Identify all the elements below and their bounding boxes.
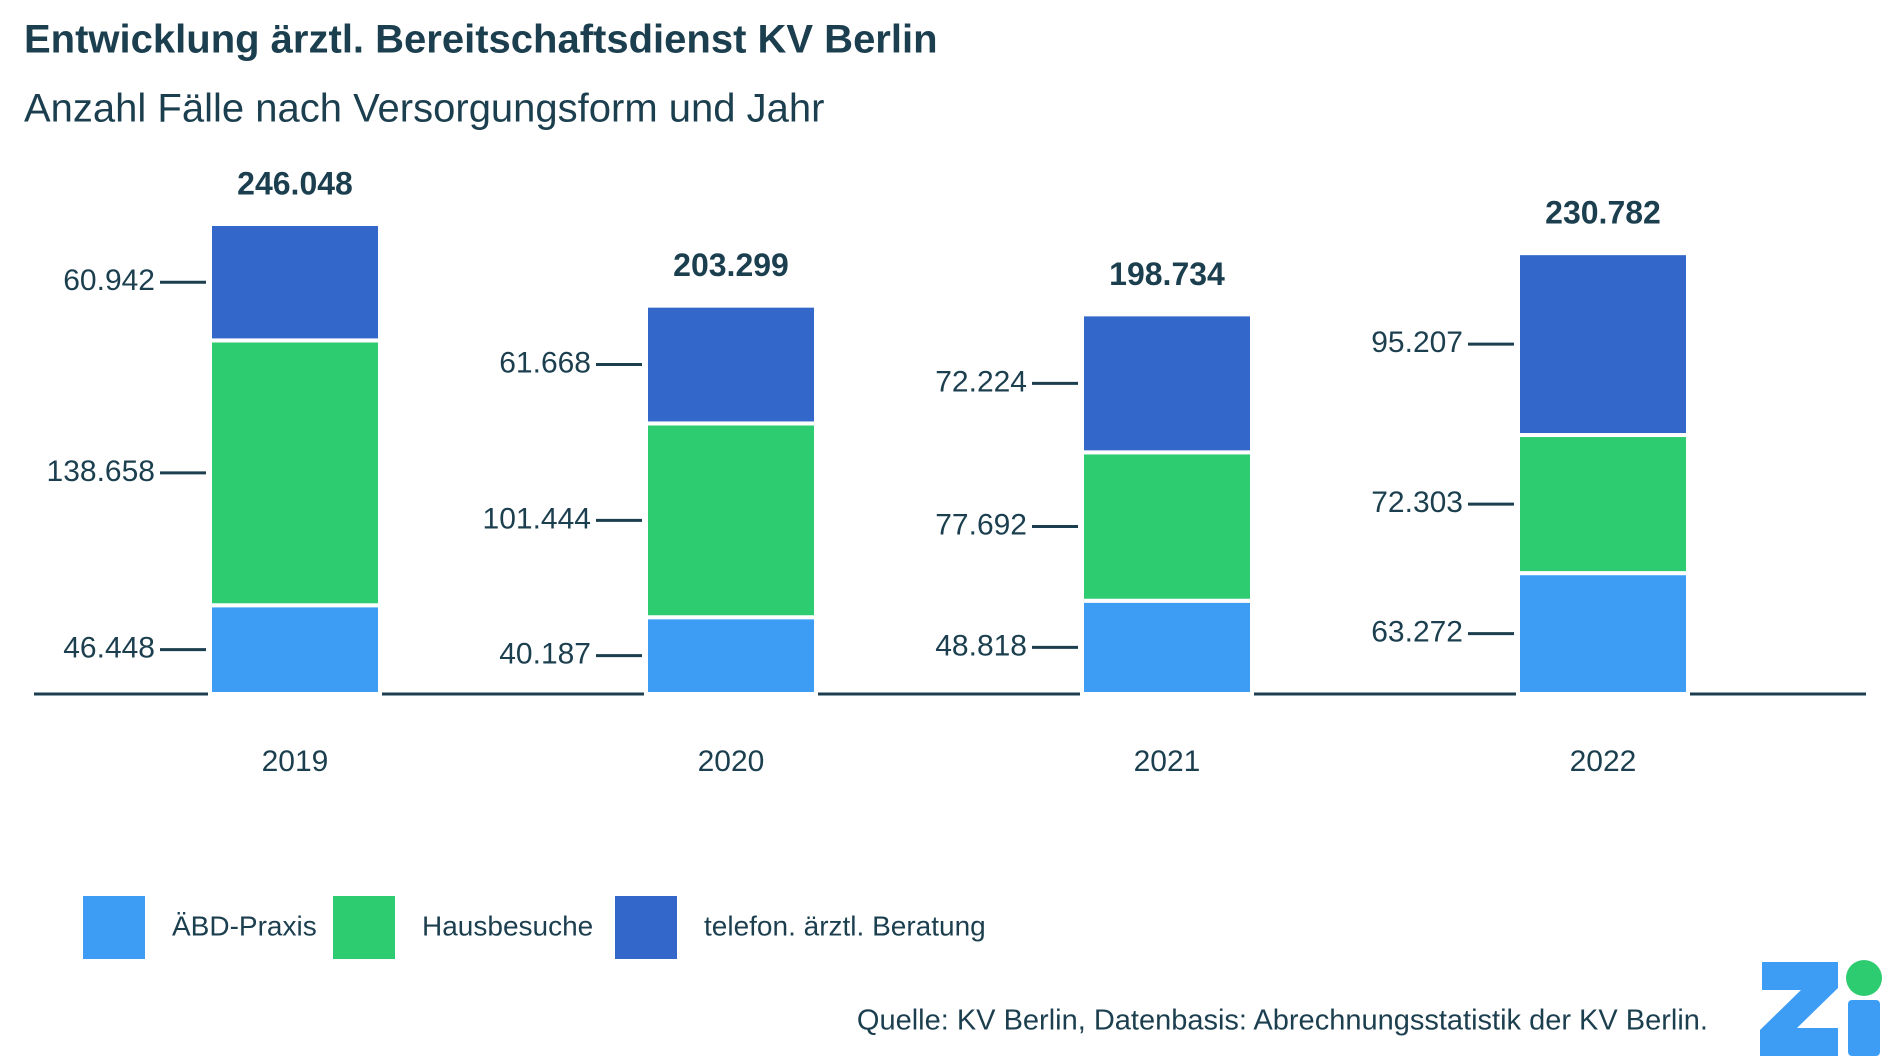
value-label: 60.942: [63, 264, 155, 297]
bar-segment: [208, 222, 382, 343]
legend-label: telefon. ärztl. Beratung: [704, 910, 986, 941]
total-label: 203.299: [673, 247, 789, 283]
total-label: 246.048: [237, 165, 353, 201]
legend-label: ÄBD-Praxis: [172, 910, 317, 941]
value-label: 63.272: [1371, 615, 1463, 648]
bar-segment: [1080, 450, 1254, 603]
value-label: 72.224: [935, 365, 1027, 398]
chart-title: Entwicklung ärztl. Bereitschaftsdienst K…: [24, 18, 938, 62]
x-tick-label: 2021: [1134, 745, 1201, 778]
legend-swatch: [83, 896, 145, 959]
value-label: 46.448: [63, 632, 155, 665]
bar-segment: [1080, 598, 1254, 697]
bar-segment: [644, 615, 818, 696]
value-label: 77.692: [935, 508, 1027, 541]
x-tick-label: 2020: [698, 745, 765, 778]
bar-segment: [644, 421, 818, 620]
legend-label: Hausbesuche: [422, 910, 593, 941]
bar-segment: [1516, 571, 1690, 697]
bar-segment: [208, 603, 382, 697]
value-label: 138.658: [47, 455, 155, 488]
source: Quelle: KV Berlin, Datenbasis: Abrechnun…: [857, 1005, 1708, 1037]
x-tick-label: 2019: [262, 745, 329, 778]
x-tick-label: 2022: [1570, 745, 1637, 778]
value-label: 40.187: [499, 638, 591, 671]
value-label: 95.207: [1371, 326, 1463, 359]
bar-segment: [1516, 433, 1690, 576]
chart-subtitle: Anzahl Fälle nach Versorgungsform und Ja…: [24, 87, 824, 131]
total-label: 198.734: [1109, 256, 1225, 292]
bar-segment: [208, 338, 382, 608]
bar-segment: [1080, 312, 1254, 455]
legend-swatch: [333, 896, 395, 959]
value-label: 61.668: [499, 346, 591, 379]
value-label: 72.303: [1371, 486, 1463, 519]
bar-segment: [644, 303, 818, 426]
value-label: 48.818: [935, 629, 1027, 662]
legend-swatch: [615, 896, 677, 959]
total-label: 230.782: [1545, 195, 1661, 231]
value-label: 101.444: [483, 502, 591, 535]
logo: [1760, 960, 1882, 1056]
bar-segment: [1516, 251, 1690, 438]
